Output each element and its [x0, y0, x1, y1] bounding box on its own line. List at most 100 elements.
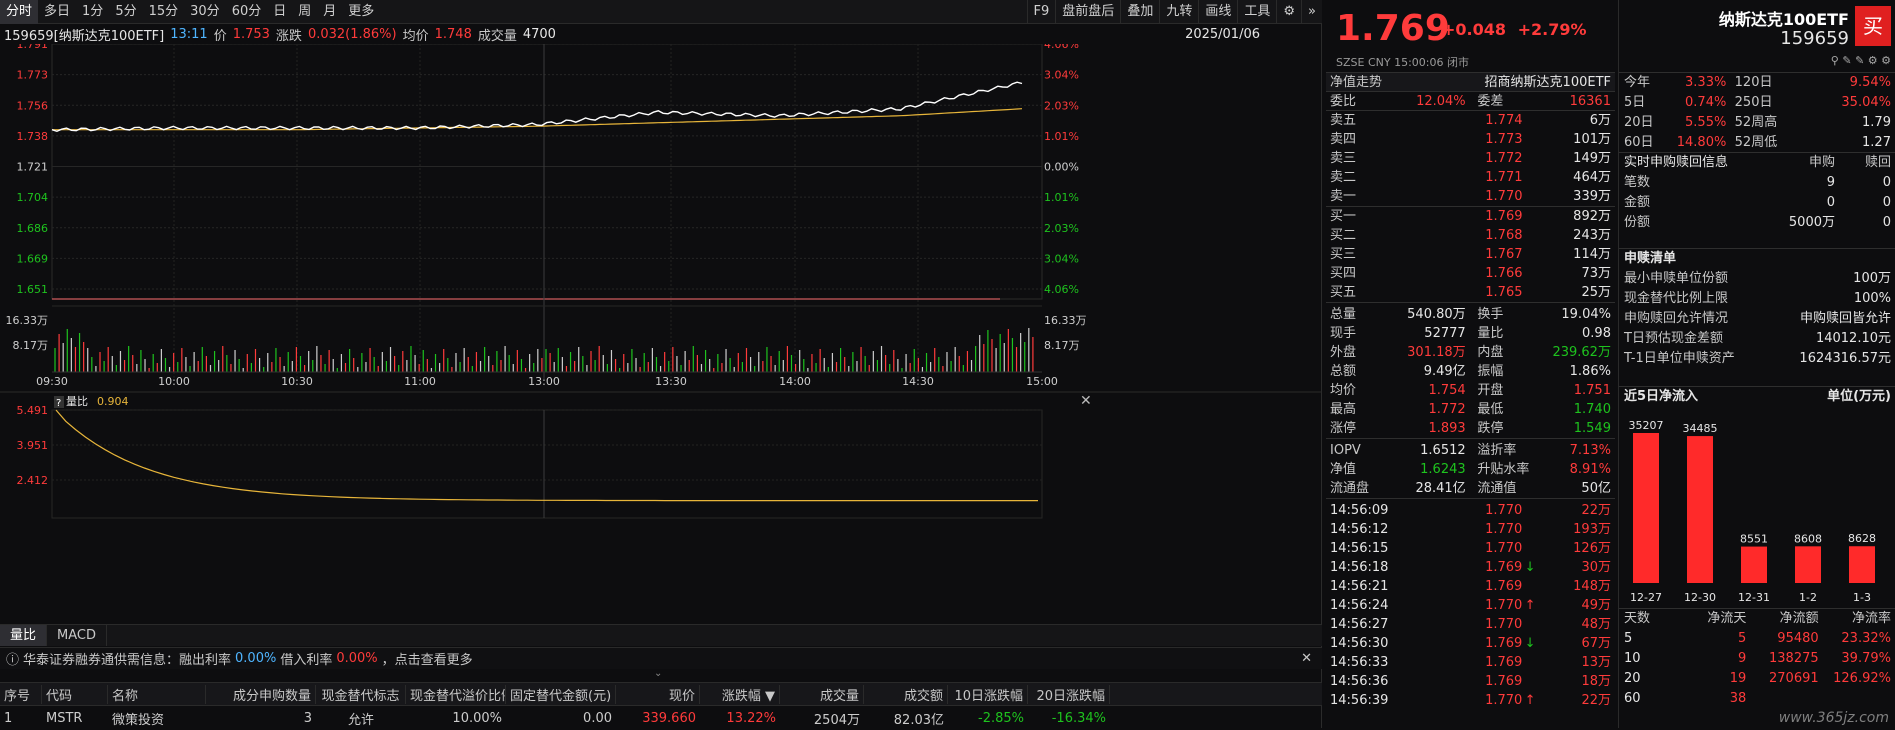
tick-time: 14:56:18 — [1330, 560, 1389, 575]
stat-cell: 外盘 — [1330, 345, 1357, 360]
inflow-label: 12-31 — [1738, 591, 1770, 604]
period-tab-9[interactable]: 月 — [323, 3, 337, 19]
code-name: 159659[纳斯达克100ETF] — [4, 28, 165, 44]
notice-mid: 借入利率 — [280, 653, 333, 668]
intraday-chart[interactable]: 1.791 4.06% 1.773 3.04% 1.756 2.03% 1.738 1.01%… — [0, 44, 1322, 624]
col-header-2[interactable]: 名称 — [108, 684, 206, 704]
col-header-10[interactable]: 成交额 — [864, 684, 948, 704]
stat-cell: 50亿 — [1581, 481, 1611, 496]
flow-cell: 60 — [1624, 691, 1641, 706]
period-tab-1[interactable]: 多日 — [44, 3, 71, 19]
col-header-1[interactable]: 代码 — [42, 684, 108, 704]
tick-volume: 22万 — [1581, 503, 1611, 518]
tool-3[interactable]: 九转 — [1159, 0, 1198, 24]
tick-row[interactable]: 14:56:27 1.770 48万 — [1326, 615, 1615, 634]
tool-1[interactable]: 盘前盘后 — [1055, 0, 1120, 24]
tool-4[interactable]: 画线 — [1198, 0, 1237, 24]
inflow-bar — [1633, 433, 1659, 583]
price-pct: +2.79% — [1517, 20, 1587, 39]
arrow-slot — [1525, 672, 1539, 691]
col-header-5[interactable]: 现金替代溢价比例 — [406, 684, 506, 704]
level-volume: 101万 — [1573, 132, 1611, 147]
col-header-0[interactable]: 序号 — [0, 684, 42, 704]
period-tab-10[interactable]: 更多 — [348, 3, 375, 19]
tick-list[interactable]: 14:56:09 1.770 22万 14:56:12 1.770 193万 14:56:1… — [1326, 498, 1615, 710]
settings-icon[interactable]: ⚙ — [1276, 0, 1301, 24]
level-label: 卖四 — [1330, 132, 1357, 147]
subtab-0[interactable]: 量比 — [0, 625, 48, 646]
expand-icon[interactable]: » — [1301, 0, 1322, 24]
col-header-11[interactable]: 10日涨跌幅 — [948, 684, 1028, 704]
panel-tools-icon[interactable]: ⚲ ✎ ✎ ⚙ ⚙ — [1830, 54, 1891, 67]
period-tab-7[interactable]: 日 — [273, 3, 287, 19]
tick-row[interactable]: 14:56:33 1.769 13万 — [1326, 653, 1615, 672]
level-price: 1.768 — [1485, 228, 1523, 243]
margin-notice[interactable]: ⓘ 华泰证券融券通供需信息：融出利率 0.00% 借入利率 0.00% ，点击查… — [0, 647, 1322, 669]
flow-head: 净流天 — [1707, 611, 1747, 626]
flow-row: 5 5 95480 23.32% — [1619, 629, 1895, 649]
tick-volume: 48万 — [1581, 617, 1611, 632]
cell-1: MSTR — [46, 710, 83, 726]
col-header-12[interactable]: 20日涨跌幅 — [1028, 684, 1110, 704]
close-subchart-icon[interactable]: ✕ — [1080, 393, 1092, 409]
tick-row[interactable]: 14:56:39 1.770 ↑ 22万 — [1326, 691, 1615, 710]
flow-cell — [1749, 689, 1819, 709]
period-tab-5[interactable]: 30分 — [190, 3, 220, 19]
col-header-7[interactable]: 现价 — [616, 684, 700, 704]
period-tab-2[interactable]: 1分 — [82, 3, 104, 19]
tick-row[interactable]: 14:56:30 1.769 ↓ 67万 — [1326, 634, 1615, 653]
nav-title[interactable]: 净值走势 — [1330, 75, 1383, 90]
tool-2[interactable]: 叠加 — [1120, 0, 1159, 24]
buy-button[interactable]: 买 — [1855, 6, 1891, 46]
flow-cell: 5 — [1624, 631, 1633, 646]
tick-row[interactable]: 14:56:24 1.770 ↑ 49万 — [1326, 596, 1615, 615]
period-tab-8[interactable]: 周 — [298, 3, 312, 19]
tick-row[interactable]: 14:56:36 1.769 18万 — [1326, 672, 1615, 691]
tool-0[interactable]: F9 — [1026, 0, 1056, 24]
perf-cell: 52周高 — [1734, 115, 1778, 130]
list-label: 现金替代比例上限 — [1624, 291, 1729, 306]
tick-time: 14:56:39 — [1330, 693, 1389, 708]
info-time: 13:11 — [170, 26, 208, 42]
chart-panel: 分时 多日 1分 5分 15分 30分 60分日周月更多 F9 盘前盘后 叠加 九转 画线 工具 ⚙ … — [0, 0, 1322, 728]
col-header-3[interactable]: 成分申购数量 — [206, 684, 316, 704]
flow-cell: 38 — [1729, 691, 1747, 706]
period-tab-0[interactable]: 分时 — [0, 0, 39, 24]
bid-row: 买一 1.769 892万 — [1326, 207, 1615, 226]
stat-cell: 1.6512 — [1420, 443, 1466, 458]
tick-price: 1.769 — [1485, 560, 1523, 575]
perf-cell: 52周低 — [1734, 135, 1778, 150]
subtab-1[interactable]: MACD — [47, 625, 107, 646]
tick-row[interactable]: 14:56:15 1.770 126万 — [1326, 539, 1615, 558]
perf-cell: 9.54% — [1849, 75, 1891, 90]
period-tab-3[interactable]: 5分 — [115, 3, 137, 19]
notice-rate1: 0.00% — [235, 651, 277, 666]
table-row[interactable]: 1 MSTR 微策投资 3 允许 10.00% 0.00 339.660 13.22% 2504万… — [0, 706, 1322, 730]
stat-cell: 现手 — [1330, 326, 1357, 341]
collapse-icon[interactable]: ⌄ — [654, 668, 663, 679]
tick-row[interactable]: 14:56:21 1.769 148万 — [1326, 577, 1615, 596]
close-icon[interactable]: ✕ — [1301, 651, 1312, 666]
tick-row[interactable]: 14:56:18 1.769 ↓ 30万 — [1326, 558, 1615, 577]
level-price: 1.766 — [1485, 266, 1523, 281]
col-header-8[interactable]: 涨跌幅 ▼ — [700, 684, 780, 704]
level-volume: 6万 — [1589, 113, 1611, 128]
level-price: 1.774 — [1485, 113, 1523, 128]
period-tab-4[interactable]: 15分 — [148, 3, 179, 19]
y-tick-right: 3.04% — [1044, 69, 1079, 82]
col-header-4[interactable]: 现金替代标志 — [316, 684, 406, 704]
stat-cell: 1.751 — [1573, 383, 1611, 398]
tick-row[interactable]: 14:56:09 1.770 22万 — [1326, 501, 1615, 520]
quote-header: 1.769 +0.048 +2.79% SZSE CNY 15:00:06 闭市 — [1326, 0, 1615, 72]
list-row: 申购赎回允许情况 申购赎回皆允许 — [1619, 309, 1895, 329]
tick-time: 14:56:09 — [1330, 503, 1389, 518]
col-header-9[interactable]: 成交量 — [780, 684, 864, 704]
perf-cell: 14.80% — [1676, 135, 1727, 150]
tool-5[interactable]: 工具 — [1237, 0, 1276, 24]
period-tab-6[interactable]: 60分 — [231, 3, 262, 19]
col-header-6[interactable]: 固定替代金额(元) — [506, 684, 616, 704]
y-tick-left: 1.721 — [17, 161, 49, 174]
help-icon[interactable] — [54, 396, 64, 408]
tick-row[interactable]: 14:56:12 1.770 193万 — [1326, 520, 1615, 539]
stat-row: 现手 52777 量比 0.98 — [1326, 324, 1615, 343]
